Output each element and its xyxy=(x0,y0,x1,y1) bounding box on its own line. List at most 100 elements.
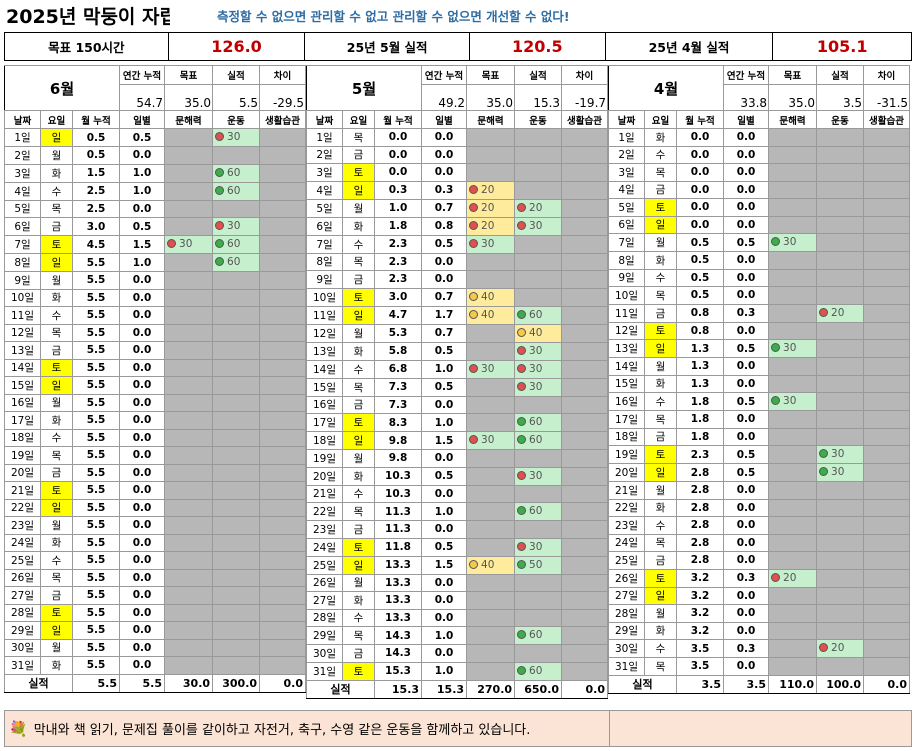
weekday-cell[interactable]: 일 xyxy=(40,253,73,272)
habit-cell[interactable] xyxy=(863,427,911,446)
date-cell[interactable]: 17일 xyxy=(4,411,41,430)
habit-cell[interactable] xyxy=(259,516,307,535)
monthly-cell[interactable]: 1.8 xyxy=(675,427,725,446)
daily-cell[interactable]: 0.5 xyxy=(421,466,468,486)
exercise-cell[interactable] xyxy=(212,481,261,500)
exercise-cell[interactable] xyxy=(816,568,865,588)
monthly-cell[interactable]: 8.3 xyxy=(373,413,423,432)
weekday-cell[interactable]: 일 xyxy=(40,376,73,395)
exercise-cell[interactable] xyxy=(816,657,865,676)
exercise-cell[interactable] xyxy=(212,446,261,465)
daily-cell[interactable]: 0.0 xyxy=(723,198,770,217)
habit-cell[interactable] xyxy=(863,481,911,500)
literacy-cell[interactable]: 20 xyxy=(466,216,516,236)
weekday-cell[interactable]: 수 xyxy=(644,639,677,658)
daily-cell[interactable]: 0.0 xyxy=(723,215,770,234)
date-cell[interactable]: 3일 xyxy=(608,163,645,182)
weekday-cell[interactable]: 화 xyxy=(40,163,73,183)
monthly-cell[interactable]: 2.8 xyxy=(675,533,725,552)
daily-cell[interactable]: 0.0 xyxy=(119,551,166,570)
exercise-cell[interactable] xyxy=(514,644,563,663)
date-cell[interactable]: 21일 xyxy=(608,481,645,500)
daily-cell[interactable]: 0.0 xyxy=(421,145,468,164)
date-cell[interactable]: 1일 xyxy=(608,128,645,147)
literacy-cell[interactable] xyxy=(768,410,818,429)
habit-cell[interactable] xyxy=(259,393,307,412)
exercise-cell[interactable] xyxy=(816,163,865,182)
monthly-cell[interactable]: 7.3 xyxy=(373,377,423,397)
exercise-cell[interactable] xyxy=(816,145,865,164)
monthly-cell[interactable]: 1.0 xyxy=(373,198,423,218)
monthly-cell[interactable]: 14.3 xyxy=(373,644,423,663)
weekday-cell[interactable]: 화 xyxy=(342,591,375,610)
monthly-cell[interactable]: 9.8 xyxy=(373,449,423,468)
habit-cell[interactable] xyxy=(863,163,911,182)
daily-cell[interactable]: 0.5 xyxy=(723,233,770,252)
habit-cell[interactable] xyxy=(863,286,911,305)
daily-cell[interactable]: 1.0 xyxy=(119,181,166,201)
monthly-cell[interactable]: 5.5 xyxy=(71,306,121,325)
habit-cell[interactable] xyxy=(259,128,307,147)
exercise-cell[interactable] xyxy=(212,656,261,675)
date-cell[interactable]: 9일 xyxy=(4,271,41,290)
monthly-cell[interactable]: 5.5 xyxy=(71,603,121,622)
date-cell[interactable]: 7일 xyxy=(306,234,343,254)
habit-cell[interactable] xyxy=(561,449,609,468)
daily-cell[interactable]: 0.0 xyxy=(119,199,166,218)
weekday-cell[interactable]: 금 xyxy=(342,145,375,164)
habit-cell[interactable] xyxy=(863,586,911,605)
habit-cell[interactable] xyxy=(259,341,307,360)
date-cell[interactable]: 30일 xyxy=(306,644,343,663)
daily-cell[interactable]: 1.5 xyxy=(421,555,468,575)
daily-cell[interactable]: 0.0 xyxy=(119,288,166,307)
literacy-cell[interactable] xyxy=(768,303,818,323)
weekday-cell[interactable]: 화 xyxy=(644,374,677,393)
monthly-cell[interactable]: 2.8 xyxy=(675,551,725,570)
exercise-cell[interactable]: 30 xyxy=(816,463,865,482)
literacy-cell[interactable] xyxy=(768,357,818,376)
daily-cell[interactable]: 0.0 xyxy=(723,498,770,517)
exercise-cell[interactable]: 30 xyxy=(514,377,563,397)
exercise-cell[interactable] xyxy=(816,321,865,340)
date-cell[interactable]: 10일 xyxy=(608,286,645,305)
monthly-cell[interactable]: 0.0 xyxy=(675,128,725,147)
exercise-cell[interactable]: 60 xyxy=(212,163,261,183)
exercise-cell[interactable] xyxy=(816,198,865,217)
weekday-cell[interactable]: 목 xyxy=(40,568,73,587)
date-cell[interactable]: 25일 xyxy=(608,551,645,570)
habit-cell[interactable] xyxy=(259,533,307,552)
daily-cell[interactable]: 0.5 xyxy=(723,339,770,358)
habit-cell[interactable] xyxy=(259,288,307,307)
literacy-cell[interactable] xyxy=(768,251,818,270)
habit-cell[interactable] xyxy=(561,180,609,200)
habit-cell[interactable] xyxy=(259,498,307,517)
date-cell[interactable]: 3일 xyxy=(306,163,343,182)
weekday-cell[interactable]: 월 xyxy=(342,573,375,592)
literacy-cell[interactable] xyxy=(768,128,818,147)
weekday-cell[interactable]: 금 xyxy=(644,551,677,570)
weekday-cell[interactable]: 화 xyxy=(40,411,73,430)
exercise-cell[interactable] xyxy=(212,306,261,325)
exercise-cell[interactable] xyxy=(514,449,563,468)
date-cell[interactable]: 26일 xyxy=(306,573,343,592)
monthly-cell[interactable]: 2.3 xyxy=(373,270,423,289)
monthly-cell[interactable]: 5.5 xyxy=(71,551,121,570)
exercise-cell[interactable] xyxy=(212,393,261,412)
weekday-cell[interactable]: 목 xyxy=(40,323,73,342)
daily-cell[interactable]: 0.0 xyxy=(421,252,468,271)
literacy-cell[interactable] xyxy=(768,198,818,217)
exercise-cell[interactable]: 60 xyxy=(212,253,261,272)
date-cell[interactable]: 12일 xyxy=(4,323,41,342)
monthly-cell[interactable]: 15.3 xyxy=(373,661,423,681)
weekday-cell[interactable]: 수 xyxy=(342,359,375,379)
date-cell[interactable]: 16일 xyxy=(608,392,645,411)
exercise-cell[interactable] xyxy=(212,603,261,622)
weekday-cell[interactable]: 토 xyxy=(644,198,677,217)
date-cell[interactable]: 2일 xyxy=(608,145,645,164)
monthly-cell[interactable]: 2.8 xyxy=(675,516,725,535)
monthly-cell[interactable]: 0.5 xyxy=(71,146,121,165)
daily-cell[interactable]: 1.0 xyxy=(119,253,166,272)
date-cell[interactable]: 27일 xyxy=(4,586,41,605)
literacy-cell[interactable] xyxy=(164,428,214,447)
weekday-cell[interactable]: 월 xyxy=(644,357,677,376)
